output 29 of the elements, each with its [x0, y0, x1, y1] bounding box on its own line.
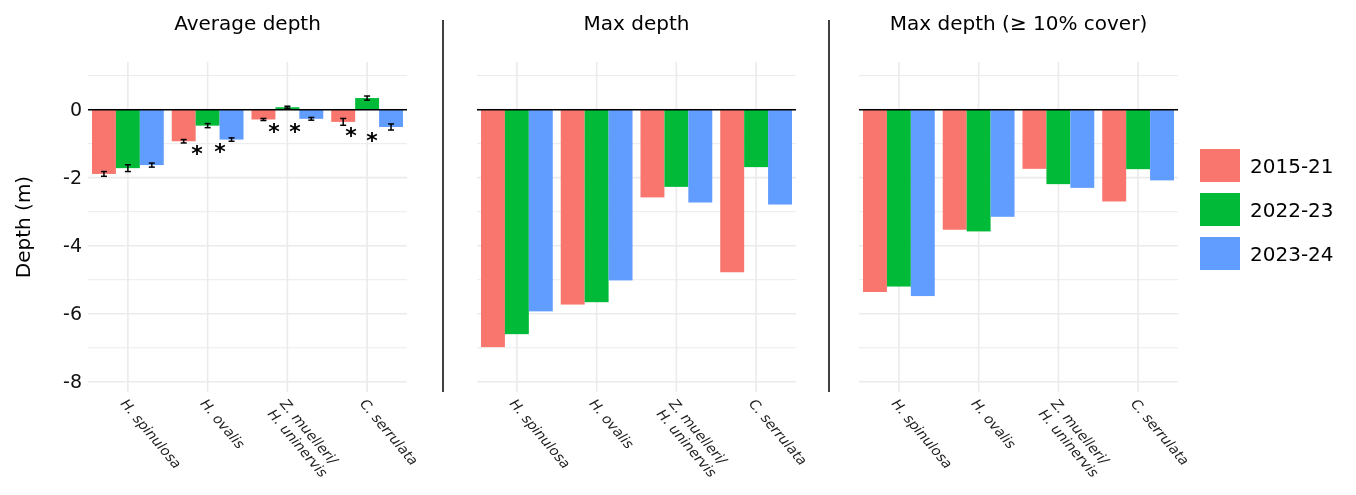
chart-title: Max depth (≥ 10% cover): [889, 11, 1148, 35]
annotation: *: [214, 138, 227, 164]
y-tick-label: -6: [63, 302, 82, 325]
y-axis-title: Depth (m): [11, 175, 35, 279]
bar: [331, 109, 356, 122]
annotation: *: [289, 118, 302, 144]
bar: [379, 109, 404, 127]
chart-title: Average depth: [174, 11, 321, 35]
annotation: *: [268, 118, 281, 144]
bar: [219, 109, 244, 140]
bar: [139, 109, 164, 166]
annotation: *: [345, 122, 358, 148]
bar: [195, 109, 220, 126]
legend-label: 2015-21: [1250, 154, 1334, 178]
annotation: *: [366, 127, 379, 153]
y-tick-label: -2: [63, 166, 82, 189]
bar: [355, 98, 380, 110]
chart-title: Max depth: [583, 11, 690, 35]
bar: [91, 109, 116, 174]
annotation: *: [191, 140, 204, 166]
legend-label: 2022-23: [1250, 198, 1334, 222]
legend-label: 2023-24: [1250, 242, 1334, 266]
bar: [251, 109, 276, 120]
bar: [299, 109, 324, 119]
y-tick-label: 0: [69, 98, 82, 121]
bar: [115, 109, 140, 169]
y-tick-label: -4: [63, 234, 82, 257]
y-tick-label: -8: [63, 370, 82, 393]
bar: [171, 109, 196, 142]
